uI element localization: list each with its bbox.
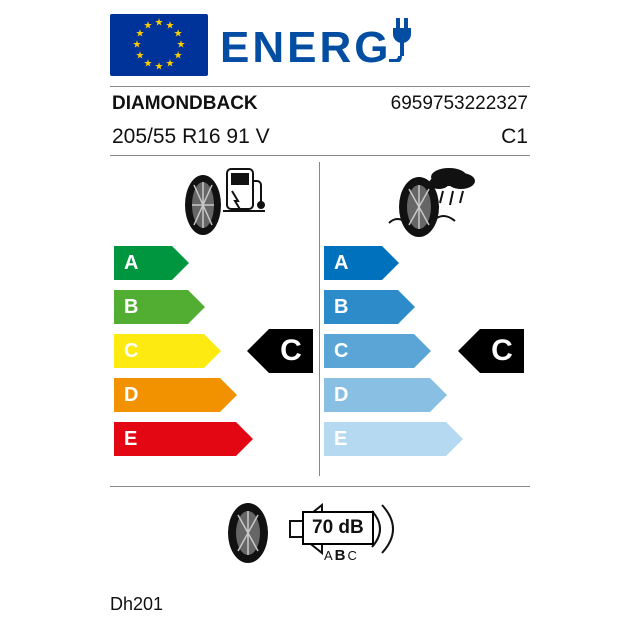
noise-class-scale: ABC	[324, 547, 359, 564]
tyre-noise-icon	[224, 497, 284, 569]
wet-grade-letter: E	[334, 428, 347, 451]
brand-name: DIAMONDBACK	[112, 93, 258, 115]
fuel-grade-letter: B	[124, 296, 138, 319]
fuel-grade-arrow: D	[114, 378, 220, 412]
model-code: Dh201	[110, 594, 163, 615]
noise-class-letter: B	[335, 547, 348, 564]
fuel-rating-tag: C	[269, 329, 313, 373]
ratings-panel: ABCDEC	[110, 162, 530, 487]
wet-grade-arrow: E	[324, 422, 446, 456]
wet-grade-letter: D	[334, 384, 348, 407]
wet-grip-icon	[320, 162, 530, 242]
noise-class-letter: C	[348, 548, 359, 563]
wet-grade-letter: C	[334, 340, 348, 363]
wet-grade-arrow: A	[324, 246, 382, 280]
fuel-grade-letter: E	[124, 428, 137, 451]
wet-grade-letter: A	[334, 252, 348, 275]
noise-value-box: 70 dB	[302, 511, 374, 545]
noise-class-letter: A	[324, 548, 335, 563]
size-row: 205/55 R16 91 V C1	[110, 115, 530, 149]
wet-grade-arrow: C	[324, 334, 414, 368]
fuel-grade-letter: A	[124, 252, 138, 275]
fuel-grade-arrow: B	[114, 290, 188, 324]
fuel-grade-arrow: C	[114, 334, 204, 368]
energy-logo-row: ★★★★★★★★★★★★ ENERG	[110, 10, 530, 80]
fuel-icon	[110, 162, 319, 242]
energy-word: ENERG	[220, 23, 391, 73]
plug-icon	[385, 18, 415, 62]
wet-rating-tag: C	[480, 329, 524, 373]
eu-flag-icon: ★★★★★★★★★★★★	[110, 14, 208, 76]
ean-code: 6959753222327	[391, 93, 528, 115]
tyre-class: C1	[501, 125, 528, 149]
fuel-efficiency-column: ABCDEC	[110, 162, 320, 476]
wet-grade-letter: B	[334, 296, 348, 319]
wet-grip-column: ABCDEC	[320, 162, 530, 476]
wet-grade-arrow: D	[324, 378, 430, 412]
fuel-grade-letter: D	[124, 384, 138, 407]
tyre-size: 205/55 R16 91 V	[112, 125, 270, 149]
wet-grade-arrow: B	[324, 290, 398, 324]
fuel-grade-letter: C	[124, 340, 138, 363]
brand-row: DIAMONDBACK 6959753222327	[110, 87, 530, 115]
fuel-grade-arrow: A	[114, 246, 172, 280]
fuel-grade-arrow: E	[114, 422, 236, 456]
noise-section: 70 dB ABC	[110, 487, 530, 569]
